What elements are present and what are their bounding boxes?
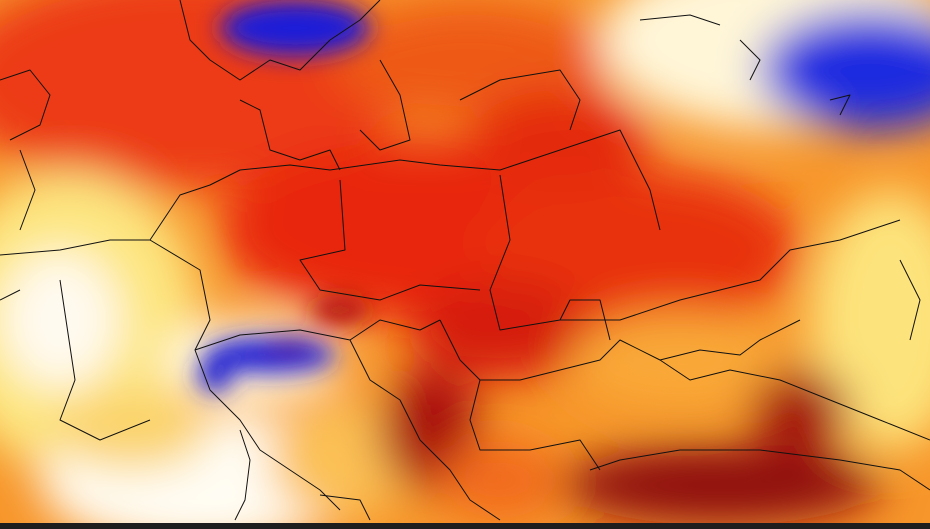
bottom-bar	[0, 523, 930, 529]
